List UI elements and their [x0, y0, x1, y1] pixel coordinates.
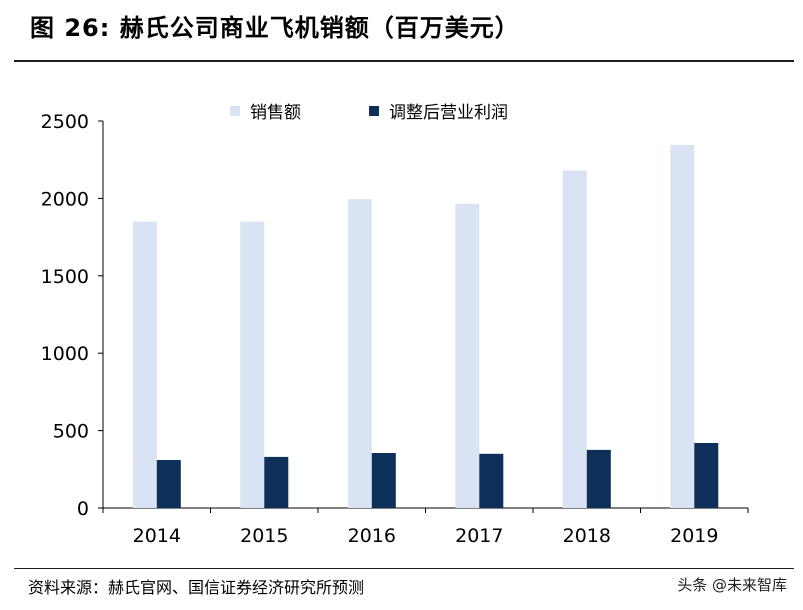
legend-swatch-profit: [369, 105, 379, 116]
y-tick-label: 500: [53, 421, 89, 443]
chart-legend: 销售额 调整后营业利润: [230, 98, 576, 123]
x-tick-label: 2019: [670, 525, 718, 547]
figure-title: 图 26: 赫氏公司商业飞机销额（百万美元）: [30, 14, 520, 42]
y-tick-label: 1000: [41, 343, 89, 365]
bar-sales: [562, 170, 587, 508]
source-rule: [14, 568, 794, 569]
bar-profit: [479, 453, 504, 508]
y-tick-label: 2000: [41, 188, 89, 210]
bar-chart: 0 500 1000 1500 2000 2500 2014 2015 2016 2017 2018…: [41, 111, 749, 547]
bar-profit: [264, 456, 289, 508]
y-tick-label: 1500: [41, 266, 89, 288]
bar-sales: [455, 203, 480, 509]
bar-profit: [156, 460, 181, 508]
bar-sales: [240, 221, 265, 508]
x-tick-label: 2016: [348, 525, 396, 547]
watermark: 头条 @未来智库: [677, 576, 787, 594]
x-tick-label: 2015: [240, 525, 288, 547]
legend-item-profit: 调整后营业利润: [369, 98, 508, 123]
bar-sales: [670, 145, 695, 508]
bar-sales: [347, 199, 372, 508]
x-tick-label: 2014: [133, 525, 181, 547]
legend-label-sales: 销售额: [250, 103, 301, 123]
source-note: 资料来源：赫氏官网、国信证券经济研究所预测: [28, 578, 365, 597]
x-tick-label: 2018: [563, 525, 611, 547]
title-rule: [14, 60, 794, 62]
y-tick-label: 2500: [41, 111, 89, 133]
legend-swatch-sales: [230, 105, 240, 116]
bar-profit: [586, 449, 611, 508]
legend-item-sales: 销售额: [230, 98, 301, 123]
x-tick-label: 2017: [455, 525, 503, 547]
bar-sales: [132, 221, 157, 508]
bar-profit: [694, 443, 719, 508]
y-tick-label: 0: [77, 498, 89, 520]
legend-label-profit: 调整后营业利润: [389, 103, 508, 123]
bar-profit: [371, 453, 396, 508]
